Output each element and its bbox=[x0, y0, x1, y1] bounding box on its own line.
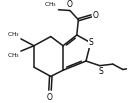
Text: S: S bbox=[98, 67, 103, 77]
Text: O: O bbox=[67, 0, 73, 9]
Text: O: O bbox=[47, 93, 53, 102]
Text: S: S bbox=[89, 38, 94, 47]
Text: O: O bbox=[93, 11, 98, 20]
Text: CH$_3$: CH$_3$ bbox=[7, 51, 20, 60]
Text: CH$_3$: CH$_3$ bbox=[44, 0, 57, 9]
Text: CH$_3$: CH$_3$ bbox=[7, 30, 20, 39]
